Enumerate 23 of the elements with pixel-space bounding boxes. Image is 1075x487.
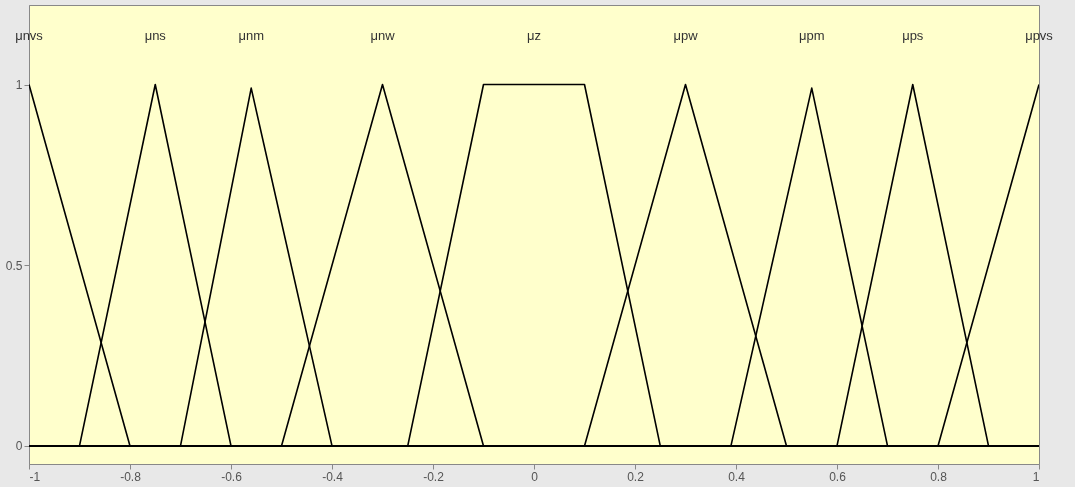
annotation: μpw	[673, 28, 699, 43]
x-tick-label: -1	[29, 469, 41, 484]
y-tick-label: 0.5	[5, 258, 23, 273]
x-tick-label: 0	[531, 469, 539, 484]
x-tick-label: 0.4	[728, 469, 746, 484]
annotation: μnvs	[15, 28, 44, 43]
x-tick-label: 0.2	[627, 469, 645, 484]
x-tick-label: -0.6	[221, 469, 243, 484]
y-tick-label: 1	[15, 78, 23, 93]
x-tick-label: 0.6	[829, 469, 847, 484]
annotation: μz	[527, 28, 541, 43]
y-tick-label: 0	[15, 439, 23, 454]
x-tick-label: -0.8	[120, 469, 142, 484]
annotation: μps	[902, 28, 924, 43]
annotation: μnm	[238, 28, 264, 43]
annotation: μpm	[798, 28, 825, 43]
x-tick-label: -0.4	[322, 469, 344, 484]
x-tick-label: 0.8	[930, 469, 948, 484]
annotation: μnw	[370, 28, 396, 43]
annotation: μns	[144, 28, 167, 43]
annotation: μpvs	[1025, 28, 1054, 43]
x-tick-label: -0.2	[423, 469, 445, 484]
x-tick-label: 1	[1032, 469, 1040, 484]
